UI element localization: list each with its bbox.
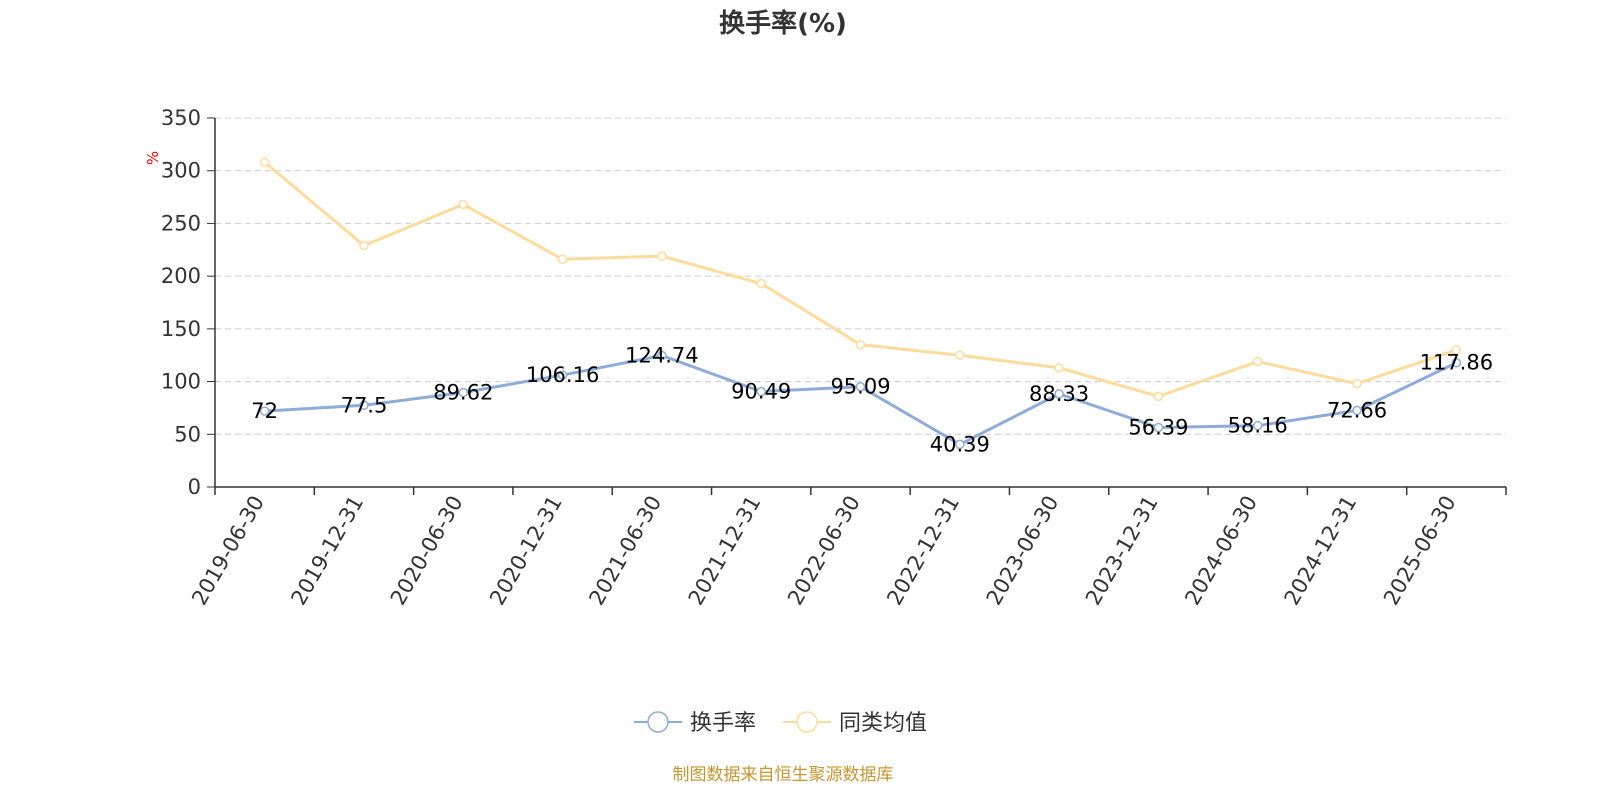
series-1-point (657, 251, 667, 261)
series-0-point (557, 370, 568, 380)
data-label: 58.16 (1228, 414, 1288, 438)
data-label: 117.86 (1420, 351, 1493, 375)
series-0-point (1451, 357, 1462, 368)
series-0-point (756, 386, 766, 397)
x-tick-label: 2019-12-31 (286, 492, 368, 610)
x-tick-label: 2024-12-31 (1280, 492, 1362, 610)
series-0-point (1252, 420, 1263, 431)
series-1-point (1252, 356, 1263, 367)
data-label: 106.16 (526, 363, 599, 387)
y-tick-label: 100 (161, 370, 201, 394)
series-0-point (1054, 389, 1064, 399)
series-0-point (1153, 422, 1164, 433)
x-tick-label: 2022-06-30 (783, 492, 865, 610)
data-label: 56.39 (1128, 416, 1188, 440)
x-tick-label: 2021-06-30 (584, 492, 666, 610)
series-1-point (756, 278, 766, 289)
y-tick-label: 0 (188, 475, 201, 499)
x-tick-label: 2020-06-30 (386, 492, 468, 610)
data-label: 124.74 (625, 343, 698, 367)
chart-title: 换手率(%) (719, 8, 847, 39)
data-label: 77.5 (341, 393, 388, 417)
legend-label-0: 换手率 (690, 711, 756, 736)
series-1-point (1054, 363, 1064, 373)
series-1-point (1153, 391, 1164, 402)
data-label: 88.33 (1029, 382, 1089, 406)
legend-label-1: 同类均值 (839, 711, 927, 736)
data-label: 90.49 (731, 380, 791, 404)
y-tick-label: 50 (174, 422, 201, 446)
series-1-point (557, 254, 568, 265)
legend-marker-1 (796, 711, 818, 733)
series-1-point (458, 199, 469, 210)
series-0-point (458, 387, 469, 398)
series-1-point (955, 350, 965, 360)
series-1-point (259, 157, 270, 168)
data-label: 72.66 (1327, 398, 1387, 422)
series-0-point (259, 406, 270, 416)
y-tick-label: 150 (161, 317, 201, 341)
y-tick-label: 250 (161, 211, 201, 235)
y-axis-label: % (144, 151, 162, 165)
data-label: 89.62 (433, 381, 493, 405)
data-label: 40.39 (930, 432, 990, 456)
legend-marker-0 (647, 711, 669, 733)
y-tick-label: 200 (161, 264, 201, 288)
series-0-point (1352, 405, 1362, 416)
series-1-point (359, 240, 369, 251)
series-0-point (955, 439, 965, 450)
series-1-point (1352, 378, 1362, 389)
series-line-1 (263, 160, 1458, 398)
x-tick-label: 2022-12-31 (882, 491, 964, 609)
series-1-point (1451, 345, 1462, 355)
x-tick-label: 2021-12-31 (684, 492, 766, 610)
source-note: 制图数据来自恒生聚源数据库 (673, 765, 894, 785)
x-tick-label: 2019-06-30 (187, 492, 269, 610)
data-label: 95.09 (830, 375, 890, 399)
series-0-point (855, 381, 866, 392)
x-tick-label: 2023-06-30 (982, 492, 1064, 610)
x-tick-label: 2025-06-30 (1379, 492, 1461, 610)
x-tick-label: 2023-12-31 (1081, 492, 1163, 610)
x-tick-label: 2024-06-30 (1180, 492, 1262, 610)
data-label: 72 (251, 399, 278, 423)
series-1-point (855, 339, 866, 350)
y-tick-label: 350 (161, 106, 201, 130)
y-tick-label: 300 (161, 159, 201, 183)
series-0-point (657, 350, 667, 361)
x-tick-label: 2020-12-31 (485, 492, 567, 610)
series-0-point (359, 400, 369, 411)
